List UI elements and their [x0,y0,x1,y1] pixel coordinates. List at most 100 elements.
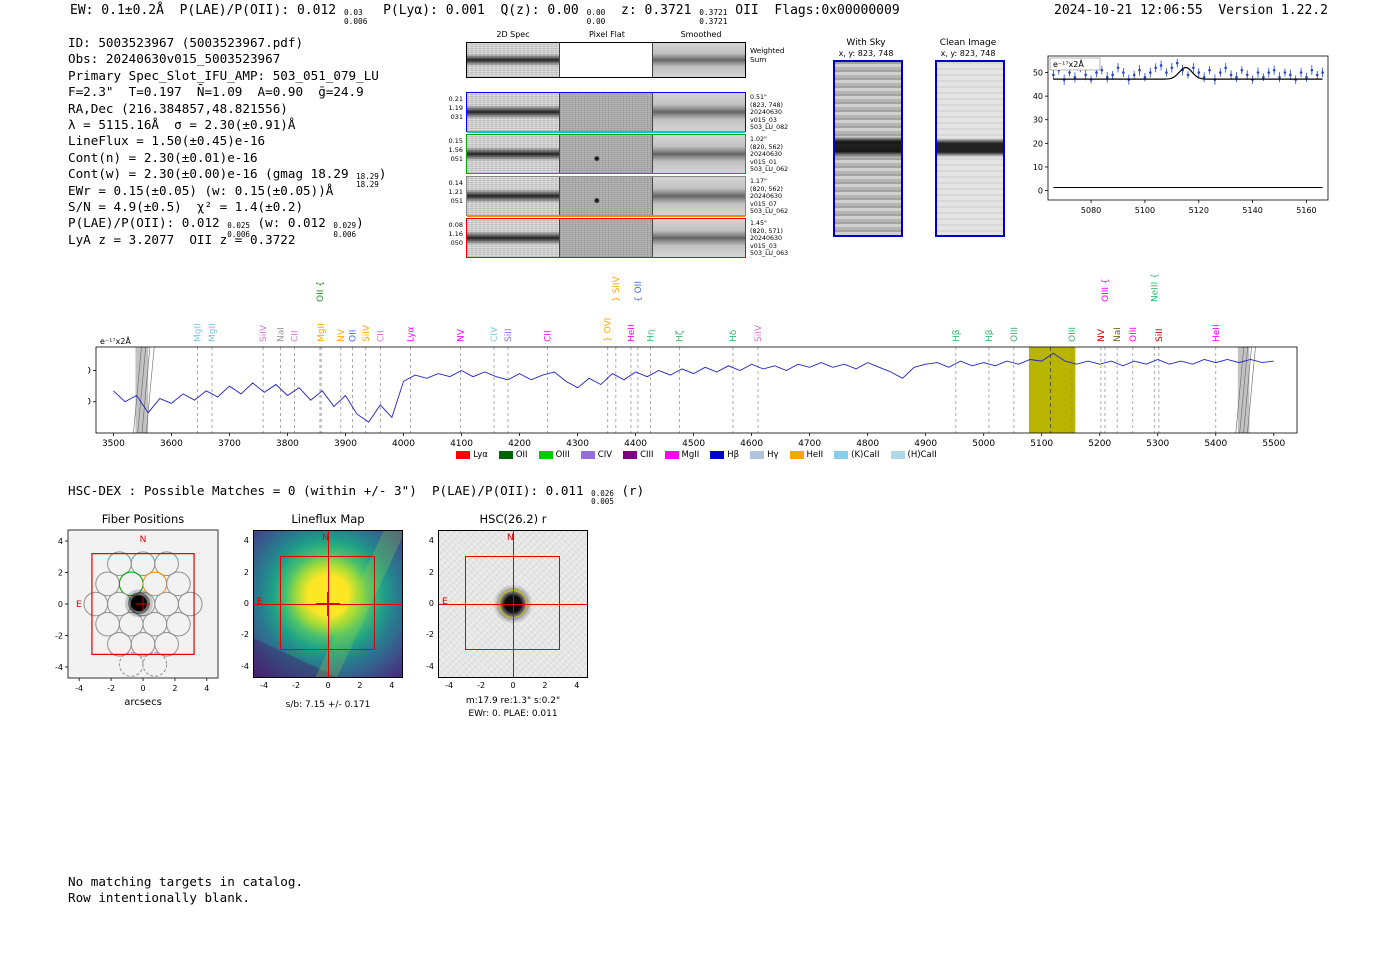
data-point [1299,71,1303,74]
x-tick-label: 0 [140,684,145,693]
line-marker-label: NeIII { [1150,273,1160,302]
x-tick-label: 0 [325,681,331,690]
footer-line-2: Row intentionally blank. [68,890,250,906]
fiber-weight-labels: 0.08 1.16 050 [441,221,463,248]
line-marker-label: OIII { [1101,278,1111,302]
x-tick-label: 5080 [1081,206,1101,215]
fiber-cutout-row: 0.08 1.16 050 1.45" (820, 571) 20240630 v015_0… [449,218,788,258]
fiber-id-value: v015_03 [750,242,777,250]
weighted-smoothed-image [652,43,745,77]
x-tick-label: 5120 [1189,206,1209,215]
line-marker-label: SiIV [754,324,764,342]
fiber-id-labels: 1.02" (820, 562) 20240630 v015_01 503_LU_062 [750,136,802,174]
x-tick-label: 4100 [450,439,473,449]
hatch-line [137,346,147,434]
lineflux-map-image: N E [253,530,403,678]
text-segment: (r) [613,483,645,498]
fiber-id-value: 503_LU_062 [750,166,789,174]
sup-sub-stack: 0.029 0.006 [333,222,356,238]
legend-label: HeII [806,450,824,460]
x-tick-label: 3500 [102,439,125,449]
fiber-id-labels: 1.17" (820, 562) 20240630 v015_07 503_LU_062 [750,178,802,216]
sup-sub-stack: 0.00 0.00 [587,8,606,26]
fiber-id-labels: 1.45" (820, 571) 20240630 v015_03 503_LU_063 [750,220,802,258]
text-segment: Cont(n) = 2.30(±0.01)e-16 [68,149,258,165]
line-marker-label: { OII [634,281,644,302]
legend-label: Hγ [767,450,779,460]
legend-swatch [834,451,849,459]
catalog-match-line: HSC-DEX : Possible Matches = 0 (within +… [68,483,644,506]
row-accent-line [467,215,745,217]
x-tick-label: -4 [260,681,269,690]
subscript: 0.3721 [699,16,728,26]
legend-item: (H)CaII [890,450,937,460]
text-segment: EW: 0.1±0.2Å P(LAE)/P(OII): 0.012 [70,3,344,18]
clean-image [937,62,1003,235]
east-label: E [442,597,448,607]
plot-frame [1047,55,1329,201]
x-tick-label: -4 [445,681,454,690]
annotation-box [1049,57,1101,71]
text-segment: HSC-DEX : Possible Matches = 0 (within +… [68,483,592,498]
line-marker-label: MgII [317,323,327,342]
text-segment: Cont(w) = 2.30(±0.00)e-16 (gmag 18.29 [68,166,357,182]
line-marker-label: OIII [1129,327,1139,342]
line-marker-label: SiII [504,328,514,342]
y-tick-label: -2 [241,630,249,640]
info-line: LineFlux = 1.50(±0.45)e-16 [68,133,386,149]
info-line: λ = 5115.16Å σ = 2.30(±0.91)Å [68,117,386,133]
data-point [1143,75,1147,79]
superscript: 0.026 [591,489,614,499]
line-marker-label: NaI [277,327,287,342]
fiber-smoothed-image [652,135,745,173]
text-segment: F=2.3" T=0.197 N̄=1.09 A=0.90 ḡ=24.9 [68,84,364,100]
fiber-weight-value: 0.21 [448,95,463,103]
x-tick-label: 4400 [624,439,647,449]
data-point [1305,75,1308,79]
lineflux-caption: s/b: 7.15 +/- 0.171 [285,700,371,710]
data-point [1278,75,1281,79]
text-segment: ) [356,215,364,231]
line-marker-label: MgII [194,323,204,342]
fiber-pixel-flat-image [559,135,652,173]
fiber-id-value: (823, 748) [750,101,783,109]
data-point [1272,68,1276,72]
legend-label: Hβ [727,450,740,460]
legend-item: (K)CaII [834,450,880,460]
subscript: 0.005 [591,497,614,507]
fiber-id-value: v015_07 [750,200,777,208]
legend-swatch [890,451,905,459]
weighted-sum-label-line2: Sum [750,55,767,64]
x-tick-label: 4700 [798,439,821,449]
plot-frame [95,346,1298,434]
line-marker-label: Hβ [952,329,962,342]
x-tick-label: 5000 [972,439,995,449]
sup-sub-stack: 0.03 0.006 [344,8,367,26]
y-tick-label: 0 [1038,187,1043,196]
zoomed-line-fit-plot: 5080 5100 5120 5140 5160 0 10 20 30 40 50 e⁻¹⁷x2Å [1033,55,1329,215]
fiber-weight-value: 0.08 [448,221,463,229]
extraction-box [465,556,560,650]
fiber-circle [154,551,179,577]
fiber-circle [154,631,179,657]
fiber-circle [177,591,203,617]
y-tick-label: 0 [58,600,63,609]
data-point [1229,73,1233,77]
data-point [1165,71,1168,74]
legend-item: CIII [623,450,654,460]
line-marker-label: OII { [316,281,326,302]
with-sky-xy: x, y: 823, 748 [838,49,894,58]
line-marker-label: HeII [1212,324,1222,342]
line-marker-label: NV [456,328,466,342]
fiber-id-value: 0.51" [750,94,767,101]
fiber-weight-value: 0.15 [448,137,463,145]
data-point [1224,66,1227,70]
x-tick-label: 5140 [1242,206,1262,215]
legend-swatch [710,451,725,459]
y-tick-label: 2 [243,567,249,577]
fiber-id-value: 20240630 [750,109,783,117]
y-tick-label: -2 [426,630,434,640]
line-marker-label: CII [543,330,553,342]
sup-sub-stack: 0.026 0.005 [591,489,614,507]
hatch-line [1247,346,1256,434]
